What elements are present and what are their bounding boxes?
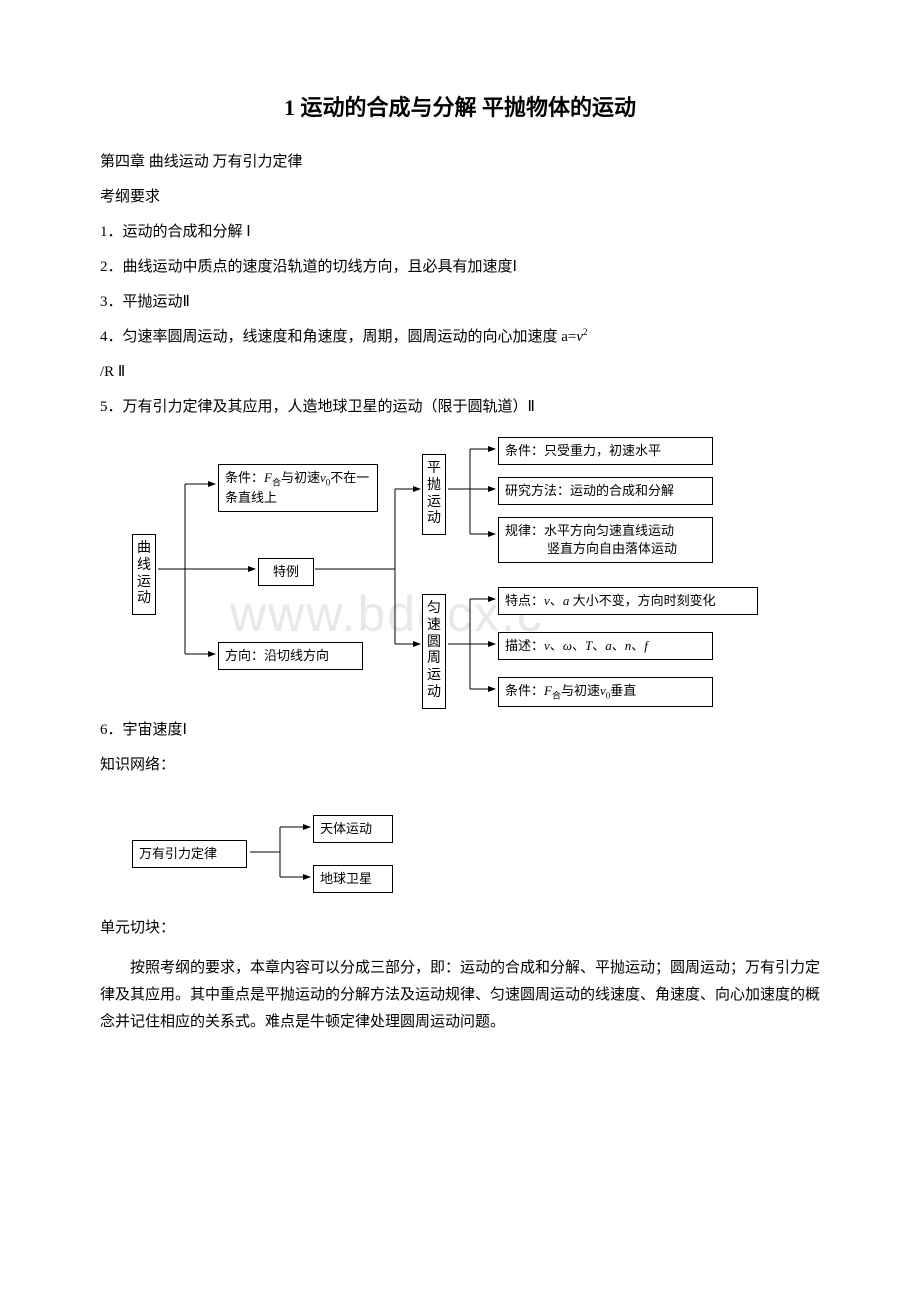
diagram-curvilinear: 曲线运动 条件：F合与初速v0不在一条直线上 特例 方向：沿切线方向 平抛运动 …	[100, 434, 820, 709]
var-v-r5: v	[544, 638, 550, 653]
chapter-subtitle: 第四章 曲线运动 万有引力定律	[100, 146, 820, 179]
r4-post: 大小不变，方向时刻变化	[573, 593, 716, 608]
box-r2: 研究方法：运动的合成和分解	[498, 477, 713, 505]
box-r6: 条件：F合与初速v0垂直	[498, 677, 713, 707]
r4-pre: 特点：	[505, 593, 544, 608]
sub-he: 合	[272, 478, 281, 488]
r6-post: 垂直	[610, 683, 636, 698]
box-special: 特例	[258, 558, 314, 586]
box-r3: 规律：水平方向匀速直线运动 竖直方向自由落体运动	[498, 517, 713, 563]
var-f: f	[644, 638, 648, 653]
box-celestial: 天体运动	[313, 815, 393, 843]
box-root-curvilinear: 曲线运动	[132, 534, 156, 615]
box-r1: 条件：只受重力，初速水平	[498, 437, 713, 465]
requirement-4: 4．匀速率圆周运动，线速度和角速度，周期，圆周运动的向心加速度 a=v2	[100, 321, 820, 354]
req4-prefix: 4．匀速率圆周运动，线速度和角速度，周期，圆周运动的向心加速度 a=	[100, 329, 576, 345]
sub-he-r6: 合	[552, 691, 561, 701]
r6-mid: 与初速	[561, 683, 600, 698]
requirement-2: 2．曲线运动中质点的速度沿轨道的切线方向，且必具有加速度Ⅰ	[100, 251, 820, 284]
section-heading: 考纲要求	[100, 181, 820, 214]
requirement-4-cont: /R Ⅱ	[100, 356, 820, 389]
r3-line1: 规律：水平方向匀速直线运动	[505, 523, 674, 538]
box-r4: 特点：v、a 大小不变，方向时刻变化	[498, 587, 758, 615]
var-F-r6: F	[544, 683, 552, 698]
var-a-r4: a	[563, 593, 570, 608]
box-condition: 条件：F合与初速v0不在一条直线上	[218, 464, 378, 512]
page-title: 1 运动的合成与分解 平抛物体的运动	[100, 90, 820, 122]
r5-pre: 描述：	[505, 638, 544, 653]
var-T: T	[585, 638, 592, 653]
network-label: 知识网络：	[100, 749, 820, 782]
box-direction: 方向：沿切线方向	[218, 642, 363, 670]
var-n: n	[625, 638, 632, 653]
cond-prefix: 条件：	[225, 470, 264, 485]
r6-pre: 条件：	[505, 683, 544, 698]
box-gravitation: 万有引力定律	[132, 840, 247, 868]
unit-label: 单元切块：	[100, 912, 820, 945]
cond-suffix: 与初速	[281, 470, 320, 485]
var-a-r5: a	[605, 638, 612, 653]
requirement-1: 1．运动的合成和分解 Ⅰ	[100, 216, 820, 249]
var-omega: ω	[563, 638, 572, 653]
var-v-r4: v	[544, 593, 550, 608]
requirement-5: 5．万有引力定律及其应用，人造地球卫星的运动（限于圆轨道）Ⅱ	[100, 391, 820, 424]
diagram1-connectors	[100, 434, 860, 709]
diagram-gravitation: 万有引力定律 天体运动 地球卫星	[100, 802, 820, 902]
box-r5: 描述：v、ω、T、a、n、f	[498, 632, 713, 660]
unit-paragraph: 按照考纲的要求，本章内容可以分成三部分，即：运动的合成和分解、平抛运动；圆周运动…	[100, 955, 820, 1036]
exponent-2: 2	[583, 327, 588, 337]
box-satellite: 地球卫星	[313, 865, 393, 893]
box-projectile: 平抛运动	[422, 454, 446, 535]
requirement-6: 6．宇宙速度Ⅰ	[100, 714, 820, 747]
r3-line2: 竖直方向自由落体运动	[547, 541, 677, 556]
var-F: F	[264, 470, 272, 485]
box-ucm: 匀速圆周运动	[422, 594, 446, 709]
requirement-3: 3．平抛运动Ⅱ	[100, 286, 820, 319]
